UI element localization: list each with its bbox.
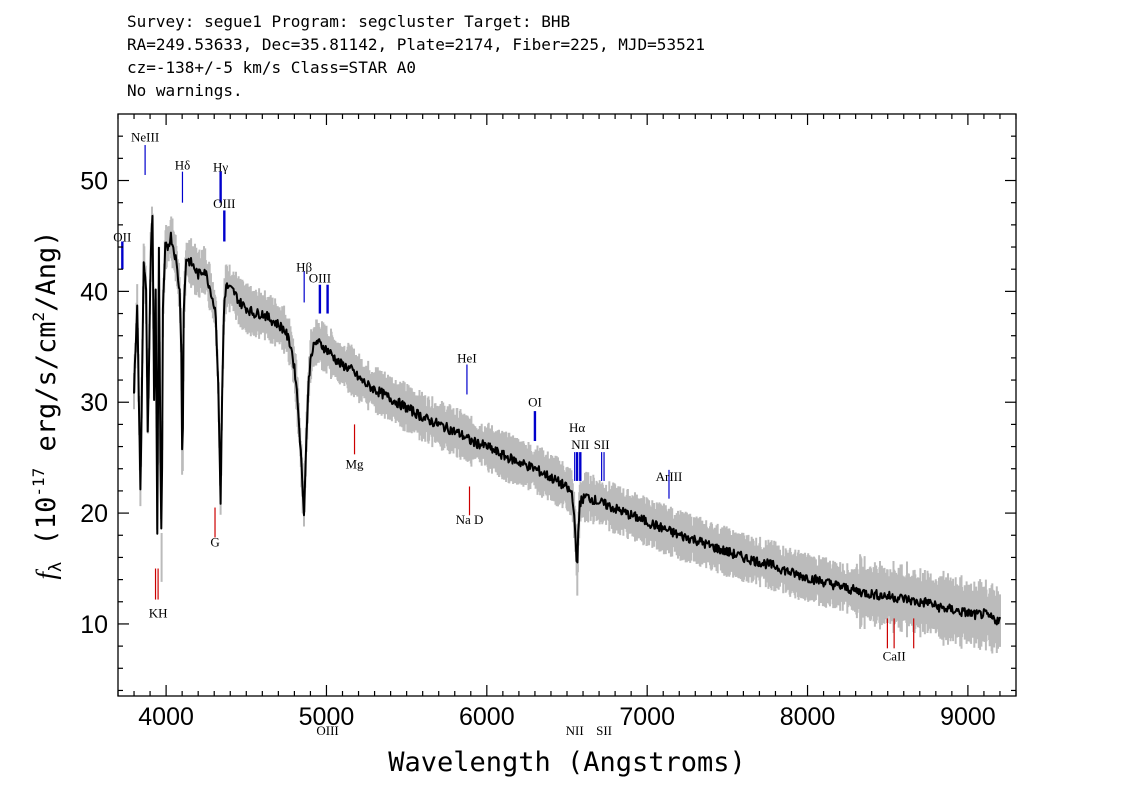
- x-tick-label: 7000: [619, 703, 675, 731]
- y-axis-title: fλ (10-17 erg/s/cm2/Ang): [29, 231, 66, 580]
- y-axis-ticks: 10 20 30 40 50: [80, 135, 1016, 692]
- line-marker-label: NII: [566, 723, 584, 738]
- line-marker-label: Na D: [456, 512, 484, 527]
- line-marker-label: Hβ: [296, 259, 312, 274]
- line-marker-label: ArIII: [656, 469, 683, 484]
- x-tick-label: 4000: [138, 703, 194, 731]
- x-tick-label: 9000: [940, 703, 996, 731]
- header-coordinates-line: RA=249.53633, Dec=35.81142, Plate=2174, …: [127, 35, 705, 54]
- flux-series: [133, 214, 1001, 626]
- y-tick-label: 30: [80, 389, 108, 417]
- line-marker-label: OIII: [316, 723, 338, 738]
- line-marker-label: OII: [113, 229, 131, 244]
- x-tick-label: 6000: [459, 703, 515, 731]
- line-marker-label: Mg: [345, 457, 364, 472]
- line-marker-label: SII: [594, 437, 610, 452]
- line-marker-label: OIII: [213, 196, 235, 211]
- line-marker-label: OI: [528, 395, 542, 410]
- line-marker-label: SII: [596, 723, 612, 738]
- line-marker-label: Hγ: [213, 160, 228, 175]
- line-marker-label: HeI: [457, 350, 477, 365]
- line-marker-label: Hδ: [175, 157, 191, 172]
- error-band-path: [133, 206, 1001, 654]
- line-marker-label: Hα: [569, 420, 585, 435]
- line-marker-label: G: [210, 534, 219, 549]
- y-tick-label: 20: [80, 500, 108, 528]
- x-tick-label: 5000: [299, 703, 355, 731]
- line-marker-label: KH: [149, 605, 168, 620]
- y-tick-label: 50: [80, 168, 108, 196]
- x-tick-label: 8000: [780, 703, 836, 731]
- line-marker-label: NeIII: [131, 130, 159, 145]
- line-marker-label: OIII: [309, 271, 331, 286]
- header-survey-line: Survey: segue1 Program: segcluster Targe…: [127, 12, 571, 31]
- flux-error-band: [133, 206, 1001, 654]
- line-marker-label: CaII: [883, 649, 906, 664]
- header-warnings-line: No warnings.: [127, 81, 243, 100]
- flux-line: [133, 214, 1001, 626]
- spectrum-header: Survey: segue1 Program: segcluster Targe…: [127, 10, 705, 102]
- line-marker-label: NII: [571, 437, 589, 452]
- y-tick-label: 10: [80, 611, 108, 639]
- y-tick-label: 40: [80, 278, 108, 306]
- x-axis-ticks: 4000 5000 6000 7000 8000 9000: [117, 114, 1017, 731]
- header-redshift-line: cz=-138+/-5 km/s Class=STAR A0: [127, 58, 416, 77]
- x-axis-title: Wavelength (Angstroms): [388, 747, 746, 778]
